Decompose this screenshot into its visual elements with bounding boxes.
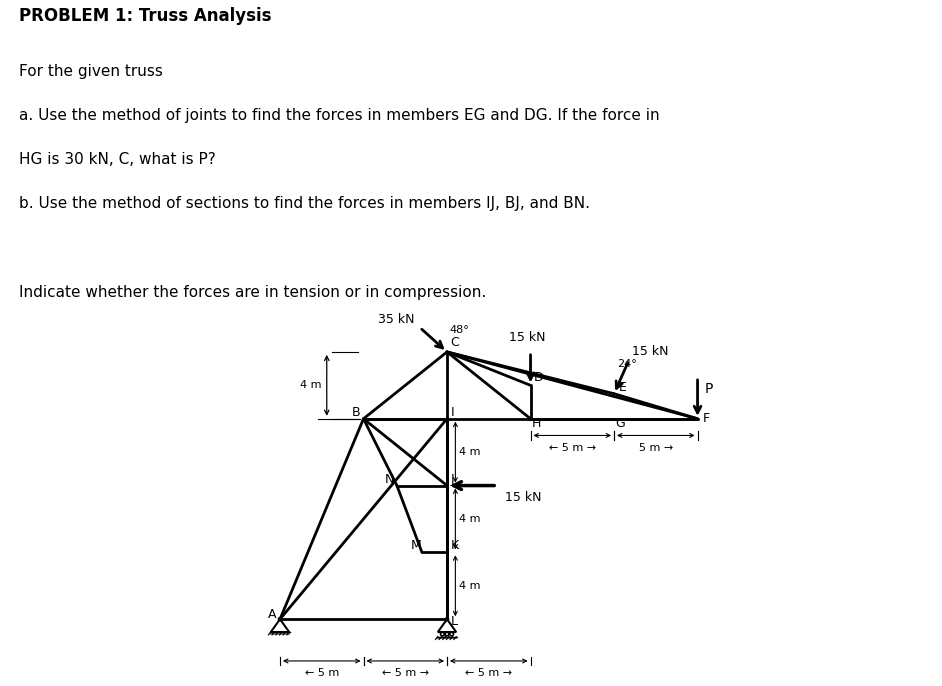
Text: ← 5 m →: ← 5 m → xyxy=(465,668,512,678)
Text: N: N xyxy=(385,473,395,486)
Bar xyxy=(437,637,457,639)
Text: Indicate whether the forces are in tension or in compression.: Indicate whether the forces are in tensi… xyxy=(19,285,486,300)
Text: C: C xyxy=(450,335,459,348)
Text: 5 m →: 5 m → xyxy=(639,443,673,453)
Circle shape xyxy=(278,617,282,621)
Text: K: K xyxy=(450,539,459,552)
Text: 15 kN: 15 kN xyxy=(509,331,545,344)
Text: ← 5 m: ← 5 m xyxy=(304,668,339,678)
Text: 48°: 48° xyxy=(449,325,469,335)
Text: 4 m: 4 m xyxy=(300,380,322,390)
Text: 15 kN: 15 kN xyxy=(632,346,669,359)
Text: D: D xyxy=(534,370,544,383)
Text: ← 5 m →: ← 5 m → xyxy=(549,443,596,453)
Text: L: L xyxy=(450,615,458,628)
Text: 24°: 24° xyxy=(617,359,637,368)
Text: M: M xyxy=(411,539,421,552)
Text: H: H xyxy=(532,418,542,430)
Text: A: A xyxy=(268,608,277,621)
Text: E: E xyxy=(619,381,627,394)
Text: P: P xyxy=(705,381,712,396)
Text: For the given truss: For the given truss xyxy=(19,64,163,79)
Circle shape xyxy=(446,617,448,621)
Text: I: I xyxy=(450,405,454,418)
Text: ← 5 m →: ← 5 m → xyxy=(382,668,429,678)
Text: a. Use the method of joints to find the forces in members EG and DG. If the forc: a. Use the method of joints to find the … xyxy=(19,108,659,123)
Text: HG is 30 kN, C, what is P?: HG is 30 kN, C, what is P? xyxy=(19,152,216,167)
Text: PROBLEM 1: Truss Analysis: PROBLEM 1: Truss Analysis xyxy=(19,7,271,25)
Bar xyxy=(270,632,290,635)
Text: b. Use the method of sections to find the forces in members IJ, BJ, and BN.: b. Use the method of sections to find th… xyxy=(19,196,590,211)
Text: 4 m: 4 m xyxy=(459,581,480,591)
Text: J: J xyxy=(450,473,454,486)
Text: 4 m: 4 m xyxy=(459,447,480,457)
Text: 4 m: 4 m xyxy=(459,514,480,524)
Text: 15 kN: 15 kN xyxy=(506,490,542,504)
Text: G: G xyxy=(616,418,625,430)
Text: B: B xyxy=(351,405,361,418)
Text: F: F xyxy=(703,412,709,425)
Text: 35 kN: 35 kN xyxy=(378,313,414,326)
